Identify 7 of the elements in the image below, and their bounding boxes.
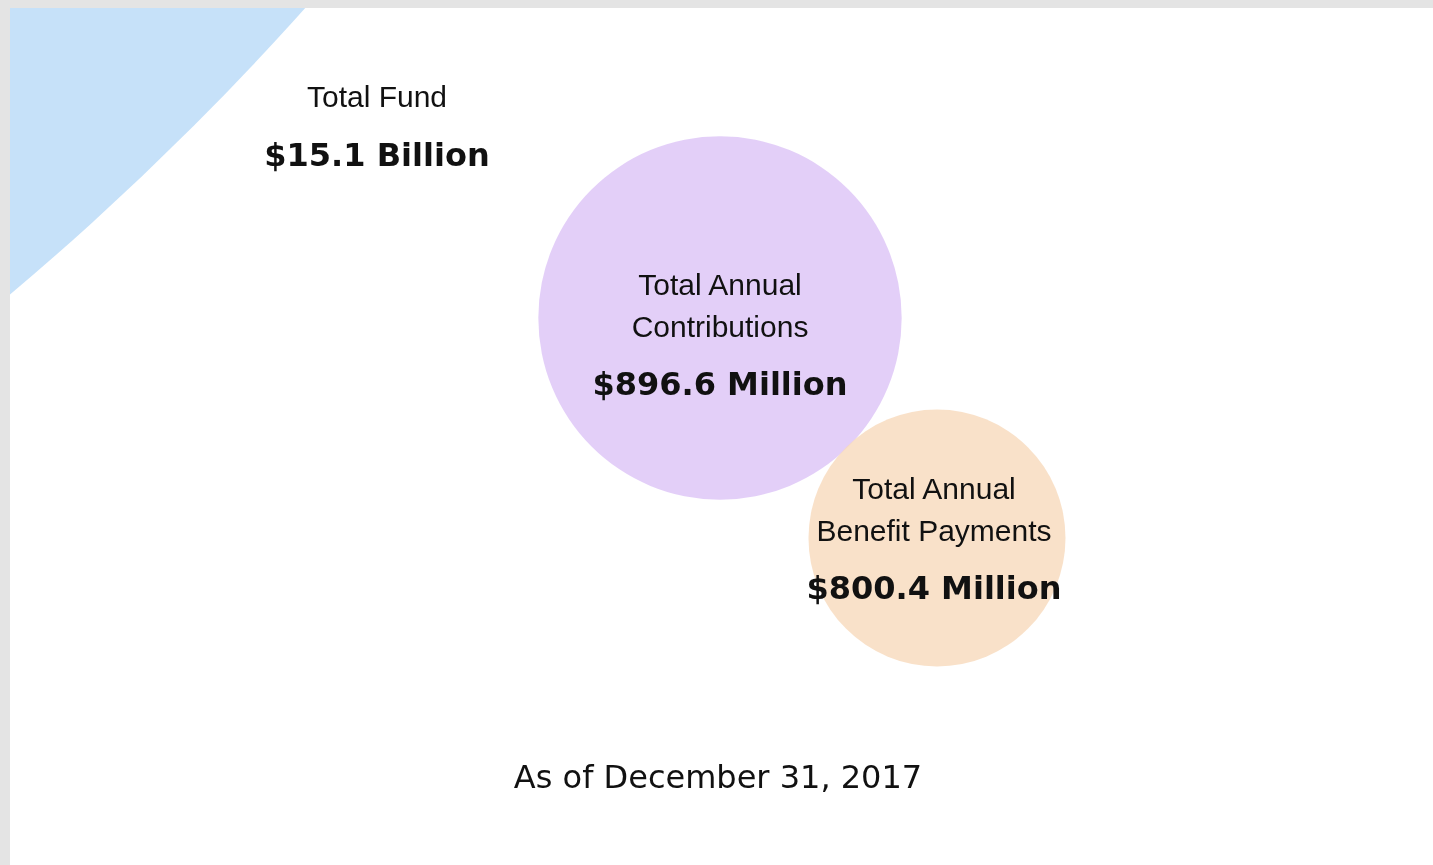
data-label: $800.4 Million: [806, 569, 1062, 607]
data-label: $896.6 Million: [592, 365, 848, 403]
category-label: Total Annual Contributions: [631, 268, 809, 343]
text: As of December 31, 2017: [513, 758, 923, 796]
category-label: Total Annual Benefit Payments: [816, 472, 1052, 547]
category-label: Total Fund: [306, 80, 448, 113]
data-label: $15.1 Billion: [264, 136, 490, 174]
